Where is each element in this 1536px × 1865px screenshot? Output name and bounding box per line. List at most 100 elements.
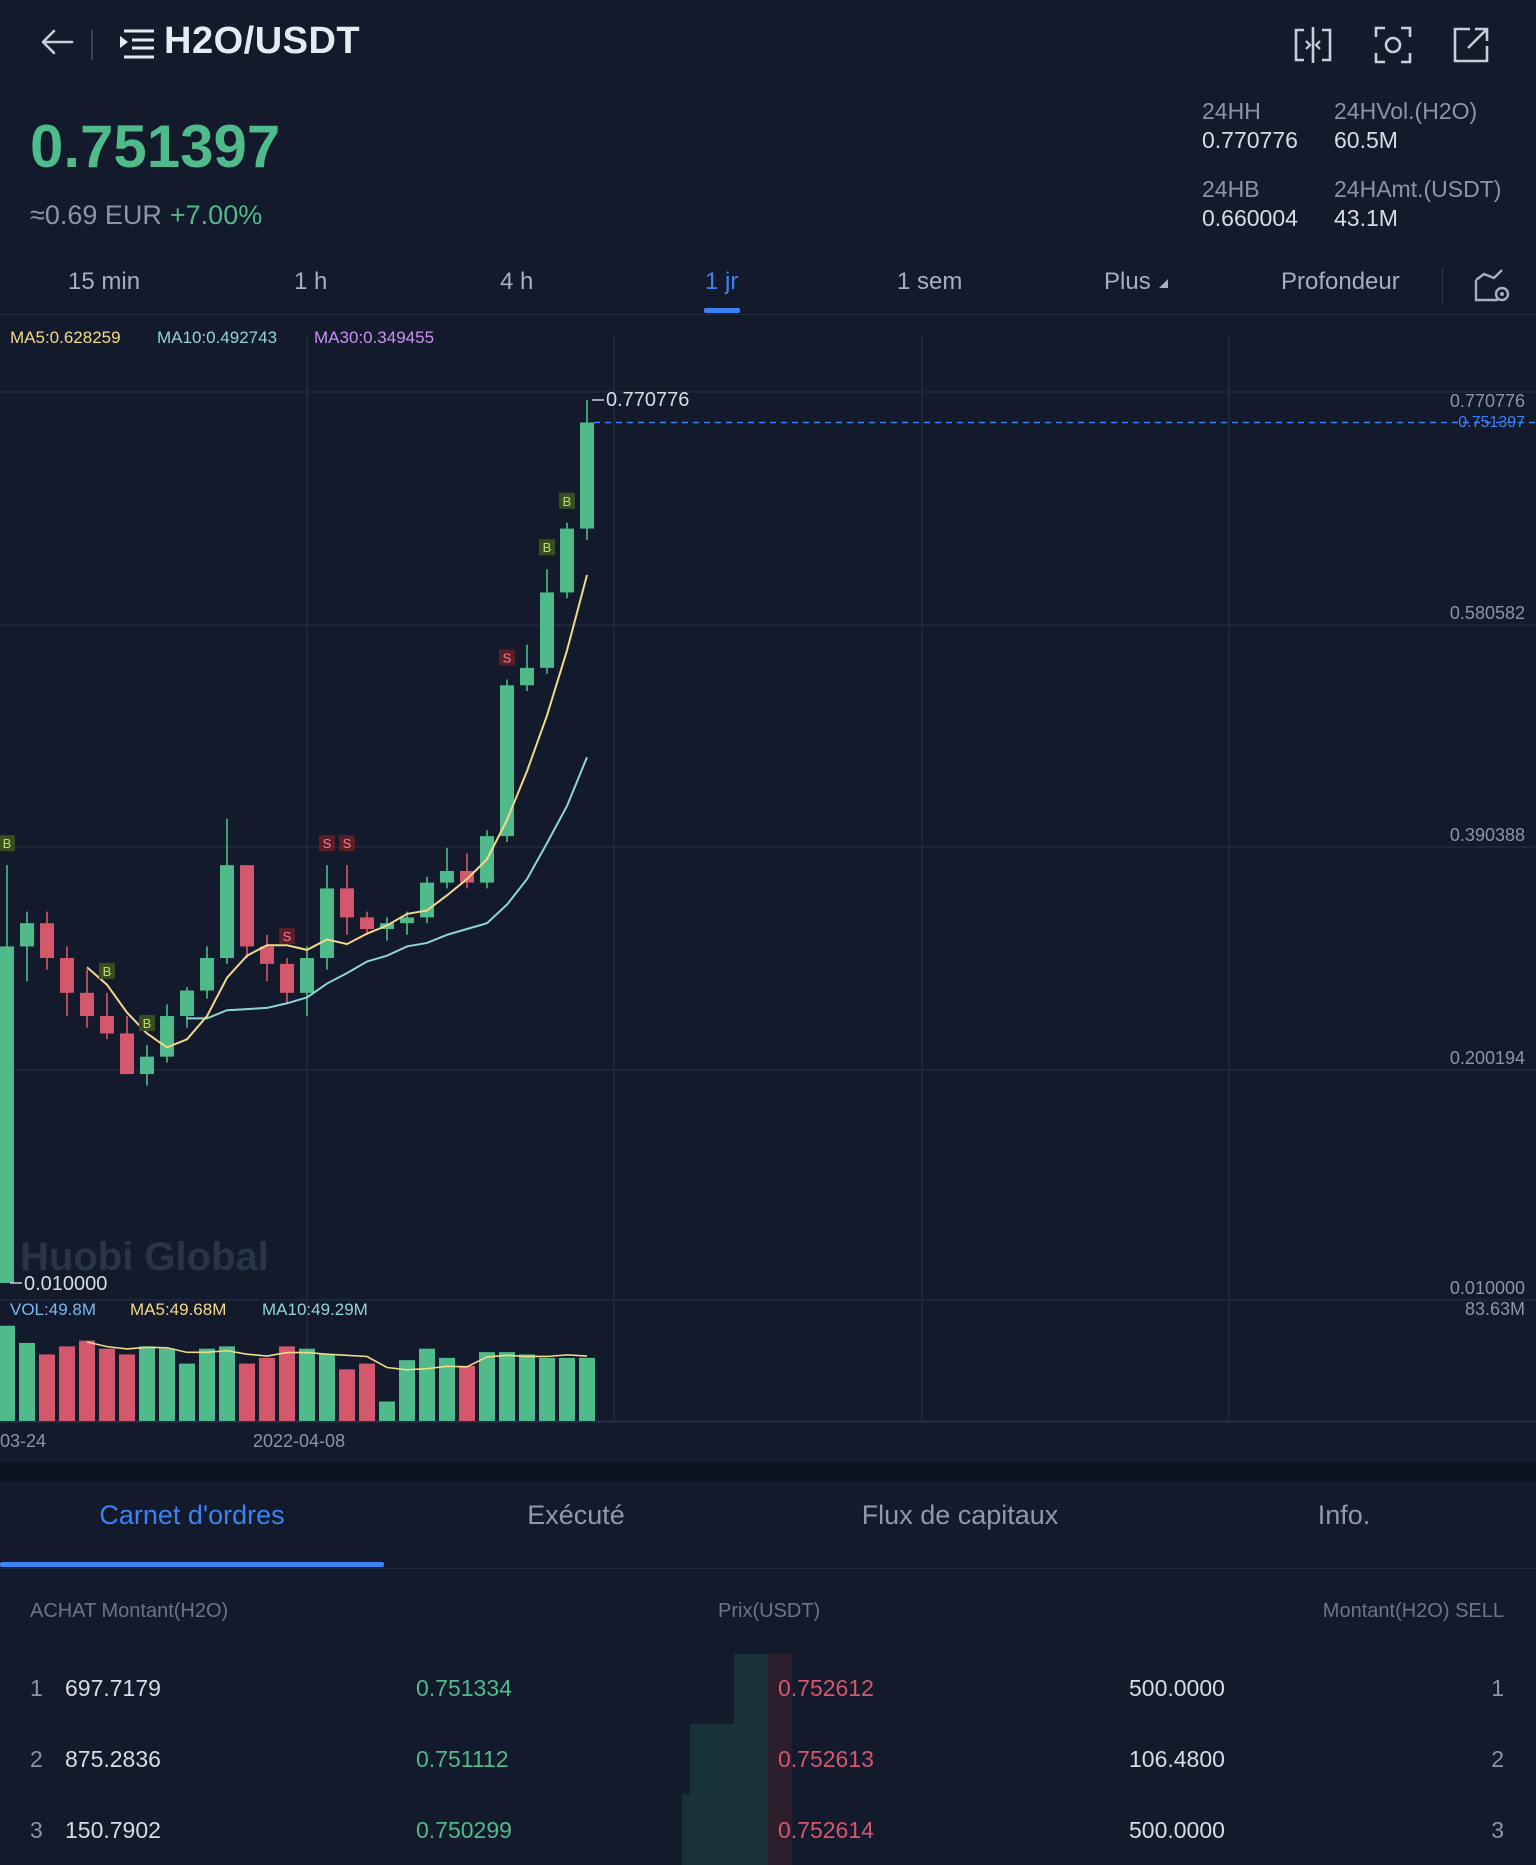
volume-bar [539,1357,555,1421]
signal-label: S [283,929,292,944]
volume-value: 60.5M [1334,127,1398,153]
ask-price[interactable]: 0.752612 [778,1675,874,1701]
volume-axis-max: 83.63M [1465,1299,1525,1319]
candle-body[interactable] [300,958,314,993]
volume-bar [179,1363,195,1421]
volume-bar [159,1348,175,1421]
ask-price[interactable]: 0.752613 [778,1746,874,1772]
volume-ma10-legend: MA10:49.29M [262,1300,368,1319]
ask-amount: 500.0000 [1129,1817,1225,1843]
bid-price[interactable]: 0.750299 [416,1817,512,1843]
bid-amount: 697.7179 [65,1675,161,1701]
axis-label-4: 0.200194 [1450,1048,1525,1068]
volume-ma-line [86,1341,588,1371]
row-number: 1 [30,1675,43,1701]
tab-profondeur[interactable]: Profondeur [1281,268,1400,295]
fiat-price: ≈0.69 EUR [30,200,162,230]
candle-body[interactable] [40,923,54,959]
row-number: 2 [30,1746,43,1772]
volume-bar [299,1348,315,1421]
volume-bar [399,1360,415,1421]
tab-4-h[interactable]: 4 h [500,268,534,295]
sell-signal-marker: S [319,835,335,852]
candle-body[interactable] [580,422,594,529]
tab-1-jr[interactable]: 1 jr [705,268,739,295]
candle-body[interactable] [200,958,214,991]
candle-body[interactable] [120,1033,134,1075]
volume-bar [279,1346,295,1421]
candle-body[interactable] [220,865,234,959]
book-tabs [0,1482,1536,1569]
buy-signal-marker: B [559,492,575,509]
low-value: 0.660004 [1202,205,1298,231]
candle-body[interactable] [500,685,514,837]
candle-body[interactable] [460,870,474,883]
volume-bar [559,1357,575,1421]
tab-execute[interactable]: Exécuté [527,1500,625,1530]
tab-flux-capitaux[interactable]: Flux de capitaux [861,1500,1059,1530]
back-arrow-icon[interactable] [36,20,80,64]
candle-body[interactable] [180,990,194,1017]
signal-label: B [3,836,12,851]
change-percent: +7.00% [169,200,263,230]
candle-body[interactable] [560,528,574,593]
axis-label-high: 0.770776 [1450,391,1525,411]
candle-body[interactable] [440,870,454,883]
tab-plus-label: Plus [1104,268,1151,295]
volume-bar [39,1354,55,1421]
volume-bars [0,1325,595,1421]
high-label: 24HH [1202,98,1261,124]
bid-depth-bar [682,1794,768,1865]
volume-bar [0,1325,15,1421]
split-view-icon[interactable] [1292,24,1334,66]
tabs-divider [1442,268,1443,304]
active-tab-indicator [704,308,740,313]
candle-body[interactable] [520,667,534,686]
tab-1-sem[interactable]: 1 sem [897,268,963,295]
candle-body[interactable] [20,923,34,947]
tab-info[interactable]: Info. [1317,1500,1371,1530]
candle-body[interactable] [60,958,74,993]
amount-value: 43.1M [1334,205,1398,231]
candle-body[interactable] [320,888,334,959]
tab-carnet-ordres[interactable]: Carnet d'ordres [99,1500,285,1530]
candle-body[interactable] [540,592,554,668]
candle-body[interactable] [400,917,414,924]
signal-label: B [543,540,552,555]
candle-body[interactable] [280,963,294,993]
pair-title[interactable]: H2O/USDT [164,20,361,62]
tab-plus[interactable]: Plus [1104,268,1169,296]
candle-body[interactable] [160,1016,174,1057]
date-label-1: 2022-04-08 [253,1431,345,1451]
ask-price[interactable]: 0.752614 [778,1817,874,1843]
pair-list-menu-icon[interactable] [118,26,158,62]
screenshot-icon[interactable] [1372,24,1414,66]
chart-settings-icon[interactable] [1472,266,1512,306]
share-icon[interactable] [1450,24,1492,66]
volume-bar [219,1346,235,1421]
candle-body[interactable] [360,917,374,929]
buy-signal-marker: B [139,1015,155,1032]
tab-15-min[interactable]: 15 min [68,268,141,295]
bid-price[interactable]: 0.751112 [416,1746,509,1772]
candle-body[interactable] [240,865,254,947]
dropdown-triangle-icon [1159,279,1169,288]
candle-body[interactable] [0,946,14,1283]
ask-depth-bar [768,1654,792,1865]
bid-price[interactable]: 0.751334 [416,1675,512,1701]
buy-signal-marker: B [539,539,555,556]
axis-label-3: 0.390388 [1450,825,1525,845]
volume-label: 24HVol.(H2O) [1334,98,1478,124]
high-value: 0.770776 [1202,127,1298,153]
candle-body[interactable] [80,992,94,1017]
volume-bar [99,1348,115,1421]
volume-bar [379,1401,395,1421]
candle-body[interactable] [340,888,354,918]
candle-body[interactable] [140,1056,154,1075]
candle-body[interactable] [260,946,274,964]
bid-depth-bar [690,1724,768,1794]
tab-1-h[interactable]: 1 h [294,268,328,295]
candle-body[interactable] [100,1016,114,1034]
